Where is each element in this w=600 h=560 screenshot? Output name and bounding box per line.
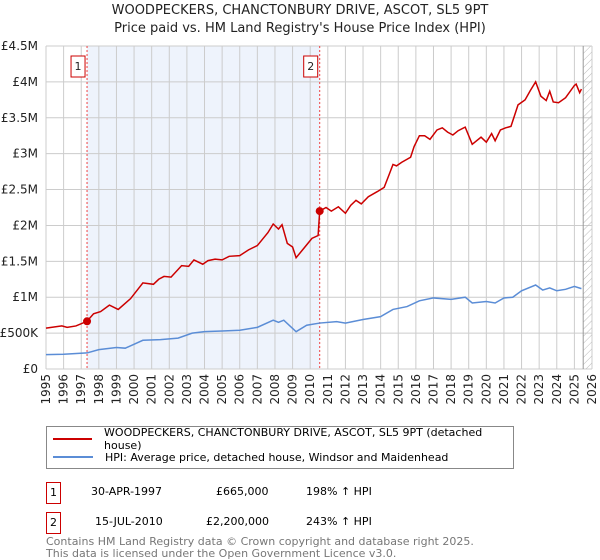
sale-date: 15-JUL-2010 xyxy=(95,515,163,528)
x-tick-label: 2002 xyxy=(162,374,176,405)
x-tick-label: 2013 xyxy=(356,374,370,405)
x-tick-label: 2017 xyxy=(426,374,440,405)
x-tick-label: 2025 xyxy=(567,374,581,405)
x-tick-label: 2004 xyxy=(198,374,212,405)
sale-price: £665,000 xyxy=(216,485,269,498)
x-tick-label: 1995 xyxy=(39,374,53,405)
sale-marker-box xyxy=(303,55,319,78)
x-tick-label: 2011 xyxy=(321,374,335,405)
x-tick-label: 2007 xyxy=(250,374,264,405)
footer: Contains HM Land Registry data © Crown c… xyxy=(46,536,474,560)
chart-title: WOODPECKERS, CHANCTONBURY DRIVE, ASCOT, … xyxy=(111,3,489,18)
y-tick-label: £2.5M xyxy=(1,183,38,197)
y-tick-label: £500K xyxy=(0,326,39,340)
sale-marker-label: 1 xyxy=(75,60,82,73)
sale-badge: 2 xyxy=(46,512,61,534)
sale-marker-box xyxy=(70,55,86,78)
legend: WOODPECKERS, CHANCTONBURY DRIVE, ASCOT, … xyxy=(46,426,514,469)
sale-hpi: 198% ↑ HPI xyxy=(306,485,372,498)
legend-item-hpi: HPI: Average price, detached house, Wind… xyxy=(47,449,448,465)
series-line xyxy=(45,284,582,356)
legend-swatch-red xyxy=(53,438,93,440)
sale-price: £2,200,000 xyxy=(206,515,269,528)
y-tick-label: £4.5M xyxy=(1,39,38,53)
y-tick-label: £2M xyxy=(12,218,38,232)
series-line xyxy=(45,80,583,329)
x-tick-label: 2001 xyxy=(145,374,159,405)
sale-point xyxy=(83,317,92,326)
x-tick-label: 2018 xyxy=(444,374,458,405)
y-tick-label: £1.5M xyxy=(1,254,38,268)
sale-point xyxy=(315,207,324,216)
x-tick-label: 2026 xyxy=(585,374,599,405)
x-tick-label: 2003 xyxy=(180,374,194,405)
x-tick-label: 2021 xyxy=(497,374,511,405)
x-tick-label: 2010 xyxy=(303,374,317,405)
sale-badge: 1 xyxy=(46,482,61,504)
legend-label: HPI: Average price, detached house, Wind… xyxy=(105,450,449,464)
x-tick-label: 2022 xyxy=(515,374,529,405)
x-tick-label: 2016 xyxy=(409,374,423,405)
plot-area: 1995 1996 1997 1998 1999 2000 2001 2002 2003 2004… xyxy=(0,39,599,405)
shaded-region xyxy=(87,46,320,369)
x-tick-label: 2000 xyxy=(127,374,141,405)
footer-line: Contains HM Land Registry data © Crown c… xyxy=(46,535,474,548)
x-tick-label: 1996 xyxy=(57,374,71,405)
legend-item-property: WOODPECKERS, CHANCTONBURY DRIVE, ASCOT, … xyxy=(47,426,513,452)
y-tick-label: £3.5M xyxy=(1,111,38,125)
chart-subtitle: Price paid vs. HM Land Registry's House … xyxy=(114,21,486,36)
y-tick-label: £3M xyxy=(12,147,38,161)
x-tick-label: 1997 xyxy=(74,374,88,405)
x-tick-label: 2023 xyxy=(532,374,546,405)
legend-swatch-blue xyxy=(53,456,93,458)
x-tick-label: 2019 xyxy=(462,374,476,405)
x-tick-label: 2009 xyxy=(286,374,300,405)
x-tick-label: 1999 xyxy=(109,374,123,405)
x-tick-label: 2015 xyxy=(391,374,405,405)
y-tick-label: £1M xyxy=(12,290,38,304)
footer-line: This data is licensed under the Open Gov… xyxy=(46,547,397,560)
sale-hpi: 243% ↑ HPI xyxy=(306,515,372,528)
x-tick-label: 2014 xyxy=(374,374,388,405)
sale-marker-label: 2 xyxy=(307,60,314,73)
y-tick-label: £4M xyxy=(12,75,38,89)
sale-date: 30-APR-1997 xyxy=(91,485,163,498)
legend-label: WOODPECKERS, CHANCTONBURY DRIVE, ASCOT, … xyxy=(104,426,483,452)
x-tick-label: 2012 xyxy=(338,374,352,405)
x-tick-label: 2008 xyxy=(268,374,282,405)
x-tick-label: 2020 xyxy=(479,374,493,405)
y-tick-label: £0 xyxy=(23,362,38,376)
future-hatch xyxy=(583,46,592,369)
x-tick-label: 1998 xyxy=(92,374,106,405)
x-tick-label: 2005 xyxy=(215,374,229,405)
x-tick-label: 2024 xyxy=(550,374,564,405)
x-tick-label: 2006 xyxy=(233,374,247,405)
